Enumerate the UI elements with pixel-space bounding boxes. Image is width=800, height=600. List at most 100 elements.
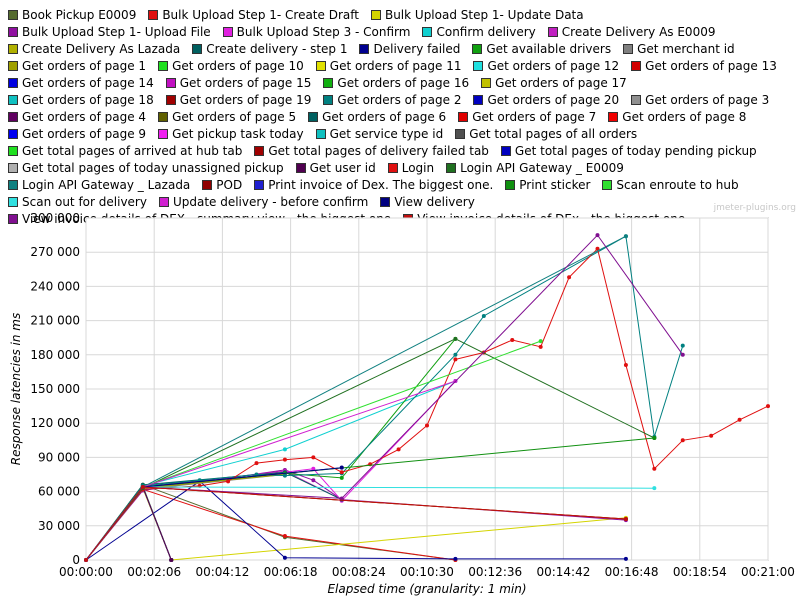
legend-label: Get orders of page 6 <box>322 109 447 124</box>
data-point <box>169 558 174 562</box>
legend-item: Delivery failed <box>359 40 460 57</box>
legend-label: Login API Gateway _ E0009 <box>460 160 624 175</box>
legend-item: Get total pages of today pending pickup <box>500 142 757 159</box>
legend-item: Print sticker <box>505 176 590 193</box>
data-point <box>339 496 344 501</box>
legend-item: Get orders of page 15 <box>165 74 312 91</box>
legend-item: Get total pages of all orders <box>455 125 637 142</box>
data-point <box>652 486 657 491</box>
legend-label: Get orders of page 11 <box>329 58 462 73</box>
legend-swatch <box>8 9 18 20</box>
legend-item: Get orders of page 13 <box>631 57 777 74</box>
data-point <box>339 475 344 480</box>
y-tick-label: 60 000 <box>38 485 80 499</box>
legend-swatch <box>547 26 558 37</box>
legend-label: Scan enroute to hub <box>616 177 739 192</box>
legend-swatch <box>158 128 169 139</box>
legend-label: Get orders of page 10 <box>172 58 304 73</box>
data-point <box>254 461 259 466</box>
legend-item: Get orders of page 18 <box>8 91 154 108</box>
legend-item: Get pickup task today <box>158 125 304 142</box>
legend-label: View delivery <box>394 194 475 209</box>
legend-label: Get orders of page 5 <box>172 109 297 124</box>
legend-swatch <box>446 162 457 173</box>
legend-swatch <box>380 196 391 207</box>
x-tick-label: 00:14:42 <box>536 565 590 579</box>
data-point <box>396 447 401 452</box>
legend-swatch <box>631 94 642 105</box>
y-tick-label: 120 000 <box>30 416 80 430</box>
y-tick-label: 270 000 <box>30 245 80 259</box>
legend-item: Get orders of page 20 <box>473 91 619 108</box>
data-point <box>84 558 88 562</box>
legend-swatch <box>8 77 18 88</box>
legend-item: Bulk Upload Step 1- Upload File <box>8 23 211 40</box>
legend-label: Update delivery - before confirm <box>172 194 369 209</box>
legend-swatch <box>8 43 18 54</box>
legend-label: Bulk Upload Step 3 - Confirm <box>236 24 411 39</box>
data-point <box>510 337 515 342</box>
legend-label: Get orders of page 4 <box>22 109 147 124</box>
legend-swatch <box>8 196 18 207</box>
legend-label: Get orders of page 15 <box>179 75 312 90</box>
y-axis-label: Response latencies in ms <box>9 313 23 465</box>
data-point <box>226 479 231 484</box>
legend-item: Get orders of page 17 <box>481 74 627 91</box>
legend-item: Get orders of page 3 <box>631 91 769 108</box>
legend-swatch <box>505 179 516 190</box>
legend-label: Create delivery - step 1 <box>206 41 348 56</box>
legend-label: Print invoice of Dex. The biggest one. <box>268 177 494 192</box>
y-tick-label: 180 000 <box>30 348 80 362</box>
legend-swatch <box>315 60 326 71</box>
legend-label: Get service type id <box>329 126 444 141</box>
data-point <box>595 233 600 238</box>
legend-item: View delivery <box>380 193 475 210</box>
legend-swatch <box>308 111 319 122</box>
legend-swatch <box>422 26 433 37</box>
data-point <box>652 466 657 471</box>
legend-item: Get orders of page 7 <box>458 108 596 125</box>
legend-item: Get orders of page 9 <box>8 125 146 142</box>
legend-swatch <box>165 77 176 88</box>
legend-item: Get orders of page 2 <box>323 91 461 108</box>
legend-label: Get pickup task today <box>172 126 304 141</box>
legend-item: Get merchant id <box>623 40 735 57</box>
watermark: jmeter-plugins.org <box>713 203 796 213</box>
legend-swatch <box>608 111 619 122</box>
x-tick-label: 00:12:36 <box>468 565 522 579</box>
legend-swatch <box>254 145 265 156</box>
legend-label: Get orders of page 13 <box>645 58 777 73</box>
legend-swatch <box>631 60 642 71</box>
legend-swatch <box>8 128 18 139</box>
legend-label: Get orders of page 8 <box>622 109 747 124</box>
data-point <box>140 485 145 490</box>
legend-item: Get orders of page 10 <box>158 57 304 74</box>
data-point <box>282 555 287 560</box>
legend-swatch <box>315 128 326 139</box>
legend-swatch <box>323 94 334 105</box>
legend-item: Print invoice of Dex. The biggest one. <box>254 176 493 193</box>
legend-label: Get merchant id <box>637 41 735 56</box>
data-point <box>737 417 742 422</box>
legend-item: Create Delivery As Lazada <box>8 40 180 57</box>
legend-swatch <box>387 162 398 173</box>
legend-swatch <box>323 77 334 88</box>
legend-swatch <box>370 9 381 20</box>
legend-label: Get orders of page 16 <box>337 75 470 90</box>
data-point <box>623 556 628 561</box>
legend-swatch <box>192 43 203 54</box>
legend-item: Bulk Upload Step 3 - Confirm <box>222 23 411 40</box>
legend-item: Get total pages of today unassigned pick… <box>8 159 284 176</box>
legend-swatch <box>623 43 634 54</box>
legend-swatch <box>8 162 18 173</box>
data-point <box>282 534 287 539</box>
y-tick-label: 30 000 <box>38 519 80 533</box>
legend-swatch <box>8 213 18 224</box>
x-tick-label: 00:10:30 <box>400 565 454 579</box>
legend-label: POD <box>216 177 243 192</box>
legend-swatch <box>254 179 265 190</box>
x-tick-label: 00:18:54 <box>673 565 727 579</box>
legend-label: Get total pages of today unassigned pick… <box>22 160 284 175</box>
legend-label: Confirm delivery <box>436 24 536 39</box>
